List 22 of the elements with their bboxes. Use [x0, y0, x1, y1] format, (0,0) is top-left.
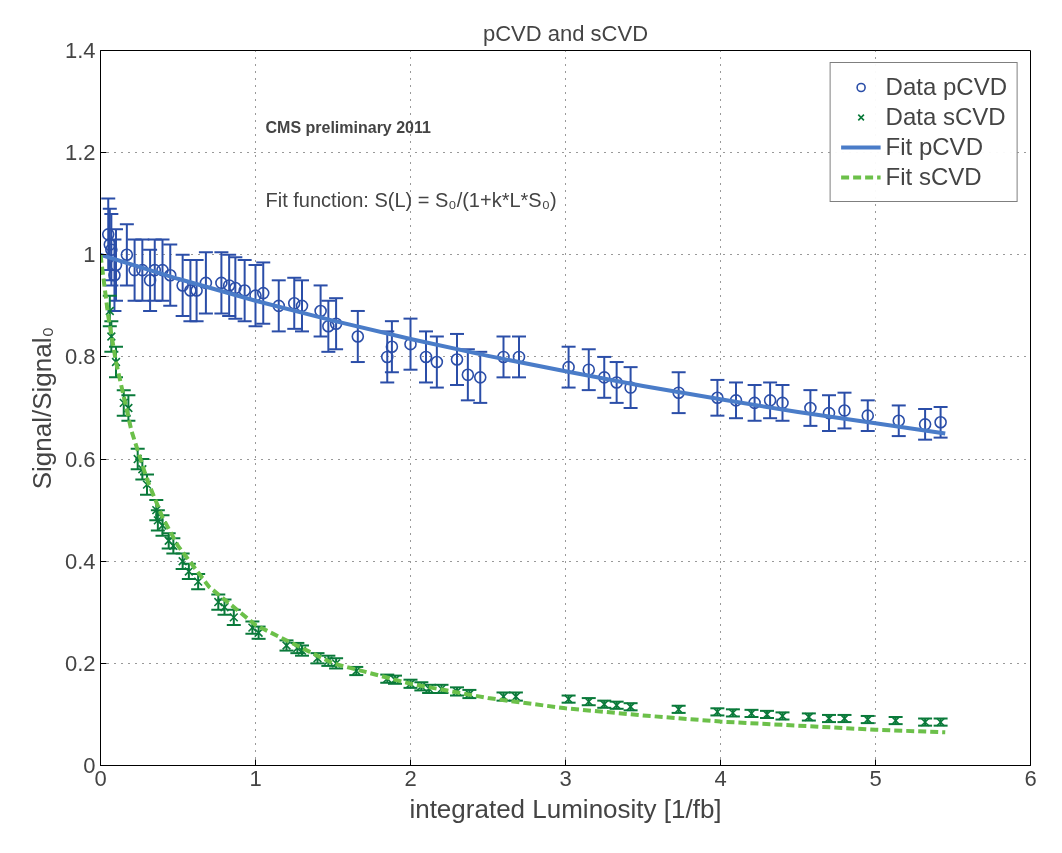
legend-label: Data sCVD — [885, 103, 1006, 131]
y-tick-label: 0.8 — [64, 344, 96, 370]
y-tick-label: 0.4 — [64, 548, 96, 574]
x-axis-title: integrated Luminosity [1/fb] — [409, 793, 722, 824]
legend-label: Fit pCVD — [885, 133, 983, 161]
legend-label: Data pCVD — [885, 73, 1007, 101]
x-tick-label: 5 — [869, 765, 882, 791]
y-axis-title: Signal/Signal₀ — [26, 326, 57, 490]
y-tick-label: 0.6 — [64, 446, 96, 472]
y-tick-label: 1.4 — [64, 38, 96, 63]
x-tick-label: 1 — [249, 765, 262, 791]
x-tick-label: 4 — [714, 765, 727, 791]
y-tick-label: 1 — [83, 242, 96, 268]
y-tick-label: 1.2 — [64, 140, 96, 166]
x-tick-label: 6 — [1024, 765, 1037, 791]
legend-label: Fit sCVD — [885, 163, 982, 191]
annotation: Fit function: S(L) = S₀/(1+k*L*S₀) — [265, 188, 557, 211]
chart-title: pCVD and sCVD — [482, 20, 649, 46]
annotation: CMS preliminary 2011 — [265, 118, 432, 136]
y-tick-label: 0.2 — [64, 650, 96, 676]
x-tick-label: 2 — [404, 765, 417, 791]
x-tick-label: 3 — [559, 765, 572, 791]
